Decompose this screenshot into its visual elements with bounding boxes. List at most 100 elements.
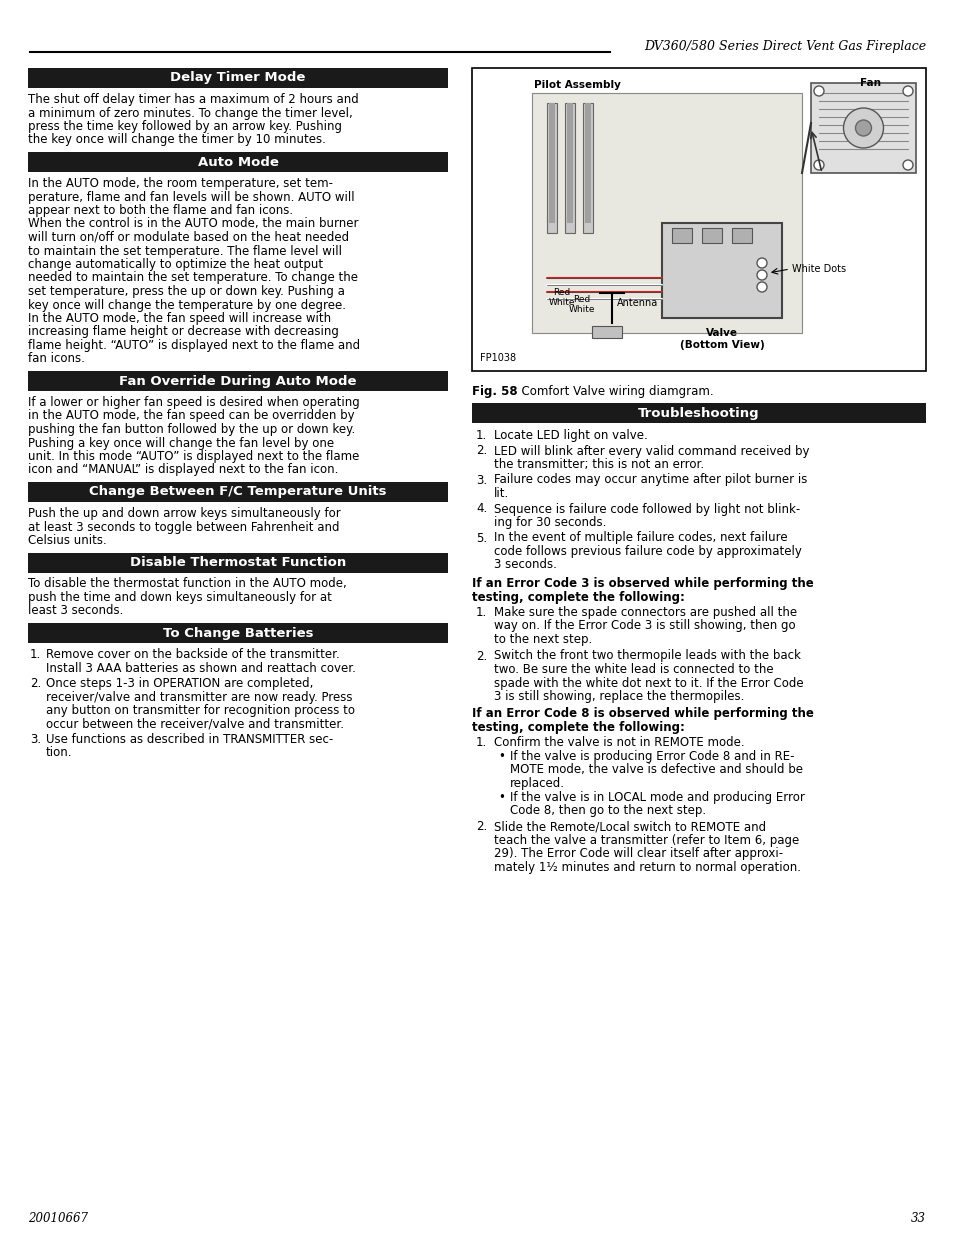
Bar xyxy=(28,482,448,501)
Text: If an Error Code 3 is observed while performing the: If an Error Code 3 is observed while per… xyxy=(472,577,813,590)
Text: If an Error Code 8 is observed while performing the: If an Error Code 8 is observed while per… xyxy=(472,708,813,720)
Text: least 3 seconds.: least 3 seconds. xyxy=(28,604,123,618)
Text: fan icons.: fan icons. xyxy=(28,352,85,366)
Text: 4.: 4. xyxy=(476,503,487,515)
Text: 20010667: 20010667 xyxy=(28,1212,88,1225)
Text: 3 seconds.: 3 seconds. xyxy=(494,558,557,572)
Text: to maintain the set temperature. The flame level will: to maintain the set temperature. The fla… xyxy=(28,245,341,258)
Text: LED will blink after every valid command received by: LED will blink after every valid command… xyxy=(494,445,809,457)
Text: press the time key followed by an arrow key. Pushing: press the time key followed by an arrow … xyxy=(28,120,341,133)
Circle shape xyxy=(813,86,823,96)
Circle shape xyxy=(842,107,882,148)
Text: Change Between F/C Temperature Units: Change Between F/C Temperature Units xyxy=(90,485,386,499)
Text: Troubleshooting: Troubleshooting xyxy=(638,406,759,420)
Text: 3.: 3. xyxy=(476,473,487,487)
Text: 2.: 2. xyxy=(476,650,487,662)
Text: •: • xyxy=(497,750,504,763)
Circle shape xyxy=(757,270,766,280)
Text: in the AUTO mode, the fan speed can be overridden by: in the AUTO mode, the fan speed can be o… xyxy=(28,410,355,422)
Text: way on. If the Error Code 3 is still showing, then go: way on. If the Error Code 3 is still sho… xyxy=(494,620,795,632)
Text: 1.: 1. xyxy=(476,736,487,750)
Text: The shut off delay timer has a maximum of 2 hours and: The shut off delay timer has a maximum o… xyxy=(28,93,358,106)
Bar xyxy=(532,93,801,333)
Text: When the control is in the AUTO mode, the main burner: When the control is in the AUTO mode, th… xyxy=(28,217,358,231)
Text: pushing the fan button followed by the up or down key.: pushing the fan button followed by the u… xyxy=(28,424,355,436)
Text: appear next to both the flame and fan icons.: appear next to both the flame and fan ic… xyxy=(28,204,293,217)
Text: Valve
(Bottom View): Valve (Bottom View) xyxy=(679,329,763,351)
Text: Make sure the spade connectors are pushed all the: Make sure the spade connectors are pushe… xyxy=(494,606,797,619)
Text: Antenna: Antenna xyxy=(617,298,658,308)
Text: 5.: 5. xyxy=(476,531,487,545)
Text: icon and “MANUAL” is displayed next to the fan icon.: icon and “MANUAL” is displayed next to t… xyxy=(28,463,338,477)
Bar xyxy=(28,68,448,88)
Text: increasing flame height or decrease with decreasing: increasing flame height or decrease with… xyxy=(28,326,338,338)
Text: lit.: lit. xyxy=(494,487,509,500)
Text: 1.: 1. xyxy=(30,648,41,661)
Text: two. Be sure the white lead is connected to the: two. Be sure the white lead is connected… xyxy=(494,663,773,676)
Text: testing, complete the following:: testing, complete the following: xyxy=(472,721,684,734)
Text: flame height. “AUTO” is displayed next to the flame and: flame height. “AUTO” is displayed next t… xyxy=(28,338,359,352)
Text: set temperature, press the up or down key. Pushing a: set temperature, press the up or down ke… xyxy=(28,285,345,298)
Text: Confirm the valve is not in REMOTE mode.: Confirm the valve is not in REMOTE mode. xyxy=(494,736,744,750)
Text: needed to maintain the set temperature. To change the: needed to maintain the set temperature. … xyxy=(28,272,357,284)
Text: Push the up and down arrow keys simultaneously for: Push the up and down arrow keys simultan… xyxy=(28,508,340,520)
Text: spade with the white dot next to it. If the Error Code: spade with the white dot next to it. If … xyxy=(494,677,802,689)
Bar xyxy=(592,326,621,338)
Bar xyxy=(661,224,781,317)
Text: In the AUTO mode, the fan speed will increase with: In the AUTO mode, the fan speed will inc… xyxy=(28,312,331,325)
Text: replaced.: replaced. xyxy=(510,777,564,790)
Text: Remove cover on the backside of the transmitter.: Remove cover on the backside of the tran… xyxy=(46,648,339,661)
Text: In the event of multiple failure codes, next failure: In the event of multiple failure codes, … xyxy=(494,531,787,545)
Text: Code 8, then go to the next step.: Code 8, then go to the next step. xyxy=(510,804,705,818)
Text: Slide the Remote/Local switch to REMOTE and: Slide the Remote/Local switch to REMOTE … xyxy=(494,820,765,834)
Text: Switch the front two thermopile leads with the back: Switch the front two thermopile leads wi… xyxy=(494,650,800,662)
Text: 2.: 2. xyxy=(476,820,487,834)
Text: 2.: 2. xyxy=(30,677,41,690)
Text: at least 3 seconds to toggle between Fahrenheit and: at least 3 seconds to toggle between Fah… xyxy=(28,520,339,534)
Text: mately 1½ minutes and return to normal operation.: mately 1½ minutes and return to normal o… xyxy=(494,861,801,874)
Bar xyxy=(28,552,448,573)
Bar xyxy=(701,228,721,243)
Bar xyxy=(566,103,573,224)
Text: Install 3 AAA batteries as shown and reattach cover.: Install 3 AAA batteries as shown and rea… xyxy=(46,662,355,674)
Text: Pushing a key once will change the fan level by one: Pushing a key once will change the fan l… xyxy=(28,436,334,450)
Text: If the valve is producing Error Code 8 and in RE-: If the valve is producing Error Code 8 a… xyxy=(510,750,794,763)
Text: Fan: Fan xyxy=(860,78,881,88)
Text: 2.: 2. xyxy=(476,445,487,457)
Bar xyxy=(548,103,555,224)
Text: In the AUTO mode, the room temperature, set tem-: In the AUTO mode, the room temperature, … xyxy=(28,177,333,190)
Circle shape xyxy=(855,120,871,136)
Text: occur between the receiver/valve and transmitter.: occur between the receiver/valve and tra… xyxy=(46,718,344,730)
Text: key once will change the temperature by one degree.: key once will change the temperature by … xyxy=(28,299,346,311)
Text: •: • xyxy=(497,790,504,804)
Text: the key once will change the timer by 10 minutes.: the key once will change the timer by 10… xyxy=(28,133,326,147)
Bar xyxy=(472,403,925,424)
Bar xyxy=(671,228,691,243)
Text: To disable the thermostat function in the AUTO mode,: To disable the thermostat function in th… xyxy=(28,578,346,590)
Text: Locate LED light on valve.: Locate LED light on valve. xyxy=(494,429,647,442)
Text: If a lower or higher fan speed is desired when operating: If a lower or higher fan speed is desire… xyxy=(28,396,359,409)
Text: push the time and down keys simultaneously for at: push the time and down keys simultaneous… xyxy=(28,592,332,604)
Bar xyxy=(810,83,915,173)
Text: Delay Timer Mode: Delay Timer Mode xyxy=(171,72,305,84)
Text: the transmitter; this is not an error.: the transmitter; this is not an error. xyxy=(494,458,703,471)
Circle shape xyxy=(757,282,766,291)
Text: 33: 33 xyxy=(910,1212,925,1225)
Text: 1.: 1. xyxy=(476,429,487,442)
Text: If the valve is in LOCAL mode and producing Error: If the valve is in LOCAL mode and produc… xyxy=(510,790,804,804)
Bar xyxy=(582,103,593,233)
Bar xyxy=(472,68,925,370)
Text: Fig. 58: Fig. 58 xyxy=(472,385,517,398)
Text: Pilot Assembly: Pilot Assembly xyxy=(534,80,620,90)
Text: Disable Thermostat Function: Disable Thermostat Function xyxy=(130,556,346,569)
Text: ing for 30 seconds.: ing for 30 seconds. xyxy=(494,516,606,529)
Text: White Dots: White Dots xyxy=(791,264,845,274)
Text: Sequence is failure code followed by light not blink-: Sequence is failure code followed by lig… xyxy=(494,503,800,515)
Bar xyxy=(584,103,590,224)
Text: a minimum of zero minutes. To change the timer level,: a minimum of zero minutes. To change the… xyxy=(28,106,353,120)
Text: Celsius units.: Celsius units. xyxy=(28,534,107,547)
Text: Red
White: Red White xyxy=(548,288,575,308)
Bar xyxy=(731,228,751,243)
Circle shape xyxy=(813,161,823,170)
Text: change automatically to optimize the heat output: change automatically to optimize the hea… xyxy=(28,258,323,270)
